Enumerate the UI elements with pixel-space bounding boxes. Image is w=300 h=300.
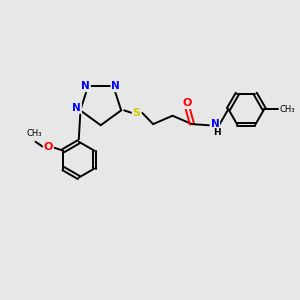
Text: N: N [111,81,120,91]
Text: N: N [72,103,81,113]
Text: H: H [213,128,221,137]
Text: O: O [44,142,53,152]
Text: S: S [133,108,141,118]
Text: O: O [183,98,192,108]
Text: N: N [81,81,90,91]
Text: N: N [211,119,219,129]
Text: CH₃: CH₃ [26,129,42,138]
Text: CH₃: CH₃ [279,105,295,114]
